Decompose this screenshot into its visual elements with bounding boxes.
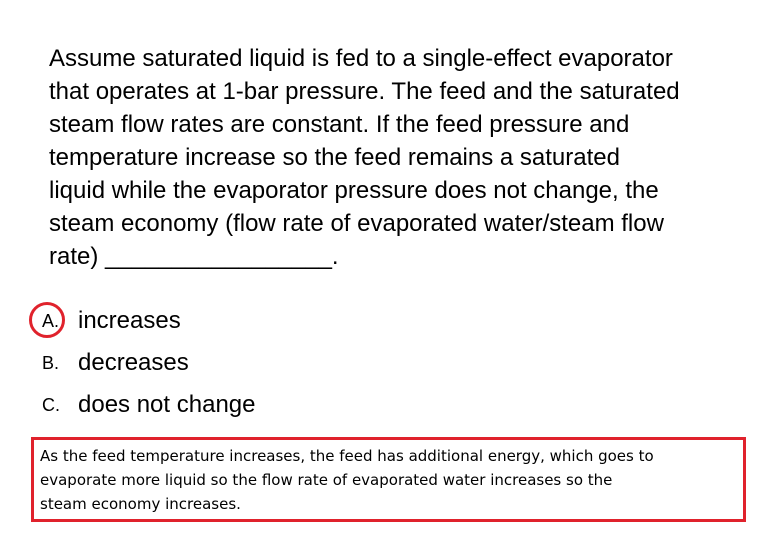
option-letter: C.: [42, 394, 60, 415]
explanation-line: steam economy increases.: [40, 495, 241, 513]
question-line: Assume saturated liquid is fed to a sing…: [49, 45, 673, 72]
question-line: temperature increase so the feed remains…: [49, 144, 620, 171]
explanation-line: As the feed temperature increases, the f…: [40, 447, 654, 465]
question-line: that operates at 1-bar pressure. The fee…: [49, 78, 680, 105]
option-a: A. increases: [42, 304, 181, 338]
option-letter: A.: [42, 310, 60, 331]
question-text: Assume saturated liquid is fed to a sing…: [49, 42, 739, 273]
option-b: B. decreases: [42, 346, 189, 380]
option-label: increases: [78, 307, 181, 334]
question-line: steam economy (flow rate of evaporated w…: [49, 210, 664, 237]
option-label: does not change: [78, 391, 256, 418]
option-label: decreases: [78, 349, 189, 376]
answer-circle-annotation: [29, 302, 65, 338]
option-letter: B.: [42, 352, 60, 373]
question-line: liquid while the evaporator pressure doe…: [49, 177, 659, 204]
question-line: steam flow rates are constant. If the fe…: [49, 111, 630, 138]
option-c: C. does not change: [42, 388, 255, 422]
explanation-line: evaporate more liquid so the flow rate o…: [40, 471, 613, 489]
explanation-box: As the feed temperature increases, the f…: [31, 437, 746, 522]
question-line: rate) _________________.: [49, 243, 339, 270]
